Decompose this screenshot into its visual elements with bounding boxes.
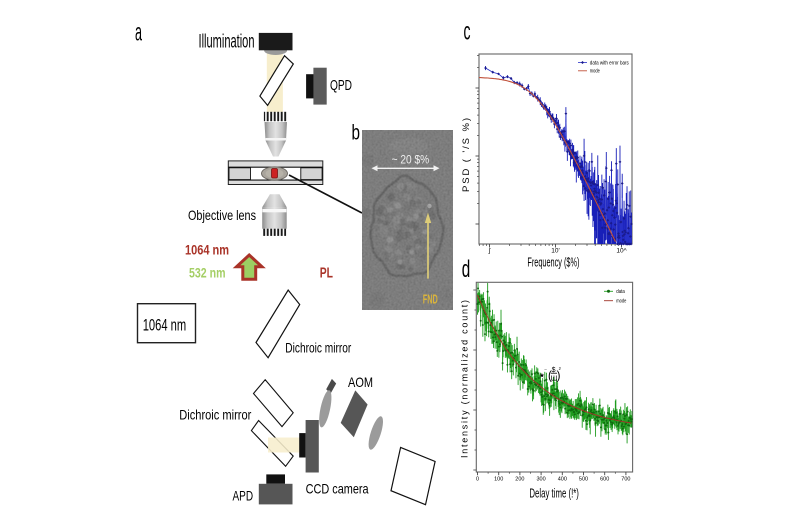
svg-text:Dichroic mirror: Dichroic mirror — [285, 341, 351, 356]
svg-text:100: 100 — [494, 477, 503, 483]
svg-text:Objective lens: Objective lens — [188, 207, 256, 223]
svg-text:data: data — [616, 289, 625, 295]
svg-text:data with error bars: data with error bars — [590, 60, 629, 66]
svg-text:Dichroic mirror: Dichroic mirror — [179, 408, 251, 423]
svg-text:300: 300 — [537, 477, 546, 483]
svg-text:ᆢ: ᆢ — [533, 375, 538, 381]
svg-text:(: ( — [548, 371, 552, 383]
svg-text:10': 10' — [551, 248, 559, 255]
svg-text:c: c — [464, 17, 471, 45]
svg-text:d: d — [462, 256, 471, 283]
svg-text:$: $ — [552, 367, 556, 374]
svg-text:600: 600 — [600, 477, 609, 483]
svg-text:~ 20 $%: ~ 20 $% — [392, 152, 430, 166]
svg-text:PL: PL — [320, 266, 333, 282]
svg-text:a: a — [135, 19, 142, 47]
svg-text:1064 nm: 1064 nm — [185, 242, 229, 258]
svg-text:0: 0 — [476, 477, 479, 483]
svg-text:⁻: ⁻ — [544, 369, 547, 375]
svg-text:FND: FND — [423, 292, 438, 307]
svg-text:CCD camera: CCD camera — [306, 481, 369, 497]
svg-text:★: ★ — [539, 372, 545, 380]
svg-text:mode: mode — [616, 299, 626, 305]
svg-text:²: ² — [559, 368, 561, 374]
svg-text:): ) — [557, 371, 561, 383]
svg-text:1064 nm: 1064 nm — [143, 316, 187, 335]
svg-text:Frequency ($%): Frequency ($%) — [527, 255, 579, 269]
svg-text:500: 500 — [579, 477, 588, 483]
svg-text:AOM: AOM — [348, 374, 373, 390]
svg-text:Intensity (normalized count): Intensity (normalized count) — [460, 300, 470, 458]
svg-text:400: 400 — [558, 477, 567, 483]
svg-text:532 nm: 532 nm — [189, 265, 226, 281]
svg-text:mode: mode — [590, 69, 600, 75]
svg-text:Illumination: Illumination — [199, 32, 255, 53]
svg-text:200: 200 — [515, 477, 524, 483]
svg-text:ʃ: ʃ — [488, 248, 491, 255]
svg-text:Ш: Ш — [551, 375, 557, 382]
svg-text:APD: APD — [233, 487, 254, 503]
svg-text:b: b — [352, 121, 361, 145]
svg-text:QPD: QPD — [330, 78, 352, 94]
svg-text:10^: 10^ — [616, 248, 627, 255]
svg-text:Delay time (!*): Delay time (!*) — [529, 487, 579, 501]
svg-text:700: 700 — [621, 477, 630, 483]
svg-text:PSD ( '/S %): PSD ( '/S %) — [461, 118, 472, 192]
